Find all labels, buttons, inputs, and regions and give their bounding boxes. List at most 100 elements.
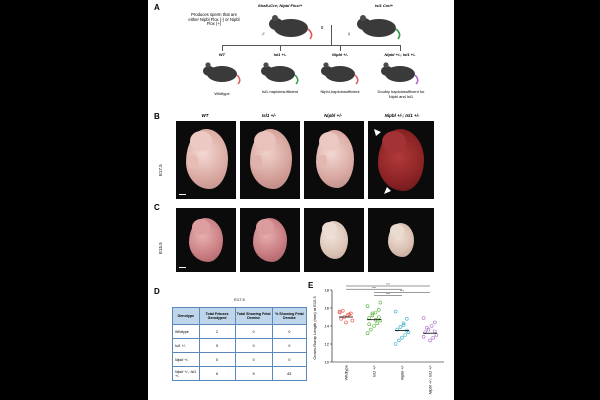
fetal-demise-table: Genotype Total Fetuses Genotyped Total S…	[172, 307, 308, 381]
table-row: Isl1 +/- 5 0 0	[172, 338, 308, 353]
table-cell: Isl1 +/-	[172, 338, 200, 353]
column-header-1: WT	[201, 113, 209, 118]
data-point	[377, 307, 381, 312]
y-axis-label: Crown-Rump Length (mm) at E15.5	[312, 296, 317, 360]
data-point	[398, 325, 403, 329]
table-cell: 5	[198, 352, 236, 367]
data-point	[433, 329, 437, 334]
column-header-4: Nipbl +/-; Isl1 +/-	[384, 113, 420, 118]
y-tick-label: 16	[325, 305, 330, 310]
offspring-description-4: Doubly haploinsufficent for Nipbl and Is…	[377, 89, 425, 99]
embryo-photo-double-e17-5	[368, 121, 434, 199]
table-header-demise: Total Showing Fetal Demise	[234, 307, 273, 325]
offspring-description-2: Isl1-haploinsufficient	[261, 89, 299, 94]
cross-symbol: x	[320, 25, 324, 31]
data-point	[377, 315, 381, 319]
x-tick-label: Isl1 +/-	[372, 364, 377, 377]
male-parent-genotype: Stra8-iCre; Nipbl Flox/+	[257, 3, 303, 8]
embryo-photo-double-e15-5	[368, 208, 434, 272]
table-caption: E17.5	[234, 297, 245, 302]
embryo-photo-isl1-e15-5	[240, 208, 300, 272]
table-row: Nipbl +/- 5 0 0	[172, 352, 308, 367]
data-point	[425, 325, 429, 330]
data-point	[337, 310, 342, 315]
y-axis: 10 12 14 16 18	[325, 287, 444, 364]
data-point	[350, 318, 355, 323]
panel-c-label: C	[154, 203, 160, 212]
data-point	[393, 342, 398, 346]
embryo-photo-wt-e17-5	[176, 121, 236, 199]
offspring-mouse-icon-3	[321, 62, 359, 85]
table-cell: 6	[198, 366, 236, 381]
data-point	[393, 309, 398, 314]
table-header-percent: % Showing Fetal Demise	[271, 307, 308, 325]
data-point	[370, 313, 375, 318]
data-point	[372, 324, 376, 328]
column-header-3: Nipbl +/-	[324, 113, 342, 118]
x-tick-label: Wildtype	[344, 364, 349, 380]
panel-d-label: D	[154, 287, 160, 296]
data-point	[340, 308, 345, 313]
data-point	[367, 322, 372, 327]
table-cell: 0	[271, 324, 308, 339]
table-row: Nipbl +/-; Isl1 +/- 6 5 83	[172, 366, 308, 381]
male-mouse-icon	[269, 15, 313, 40]
row-label-e17-5: E17.5	[158, 164, 163, 176]
data-point	[368, 327, 373, 332]
offspring-mouse-icon-2	[261, 62, 299, 85]
offspring-mouse-icon-4	[381, 62, 419, 85]
scale-bar	[179, 266, 186, 268]
row-label-e15-5: E15.5	[158, 242, 163, 254]
table-row: Wildtype 2 0 0	[172, 324, 308, 339]
data-point	[378, 300, 383, 305]
data-point	[431, 335, 435, 340]
cross-drop-3	[340, 45, 341, 51]
significance-stars: ***	[386, 292, 390, 296]
data-point	[339, 316, 344, 321]
data-point	[373, 310, 378, 315]
y-tick-label: 12	[325, 341, 330, 346]
scale-bar	[179, 193, 186, 195]
panel-e-label: E	[308, 281, 314, 290]
crown-rump-chart: Crown-Rump Length (mm) at E15.5 10 12 14 16…	[312, 283, 444, 394]
data-point	[367, 316, 372, 320]
data-point	[421, 334, 426, 339]
data-point	[347, 312, 352, 317]
table-cell: 5	[198, 338, 236, 353]
data-point	[421, 316, 426, 320]
offspring-description-3: Nipbl-haploinsufficient	[320, 89, 360, 94]
data-point	[434, 333, 439, 337]
significance-brackets: *** *** *** ***	[346, 283, 430, 296]
table-cell: 5	[234, 366, 273, 381]
female-mouse-icon	[357, 15, 401, 40]
data-point	[429, 324, 434, 328]
female-symbol: ♀	[346, 32, 352, 38]
embryo-photo-nipbl-e15-5	[304, 208, 364, 272]
panel-a-label: A	[154, 3, 160, 12]
data-point	[401, 323, 406, 327]
female-parent-genotype: Isl1 Cre/+	[375, 3, 393, 8]
table-header-genotype: Genotype	[172, 307, 200, 325]
significance-stars: ***	[386, 283, 390, 287]
offspring-mouse-icon-1	[203, 62, 241, 85]
cross-drop-4	[400, 45, 401, 51]
data-point	[400, 335, 404, 340]
offspring-genotype-2: Isl1 +/-	[273, 52, 287, 57]
y-tick-label: 10	[325, 359, 330, 364]
column-header-2: Isl1 +/-	[261, 113, 277, 118]
data-point	[378, 318, 383, 323]
arrowhead-icon	[384, 187, 391, 194]
panel-b-label: B	[154, 112, 160, 121]
data-points	[337, 300, 439, 346]
cross-drop-1	[222, 45, 223, 51]
offspring-genotype-3: Nipbl +/-	[332, 52, 348, 57]
significance-stars: ***	[372, 286, 376, 290]
table-cell: 0	[234, 338, 273, 353]
embryo-photo-wt-e15-5	[176, 208, 236, 272]
table-cell: 0	[234, 352, 273, 367]
offspring-genotype-1: WT	[218, 52, 226, 57]
offspring-genotype-4: Nipbl +/-; Isl1 +/-	[384, 52, 416, 57]
cross-line-vertical	[331, 25, 332, 45]
data-point	[365, 304, 370, 309]
data-point	[397, 338, 401, 343]
